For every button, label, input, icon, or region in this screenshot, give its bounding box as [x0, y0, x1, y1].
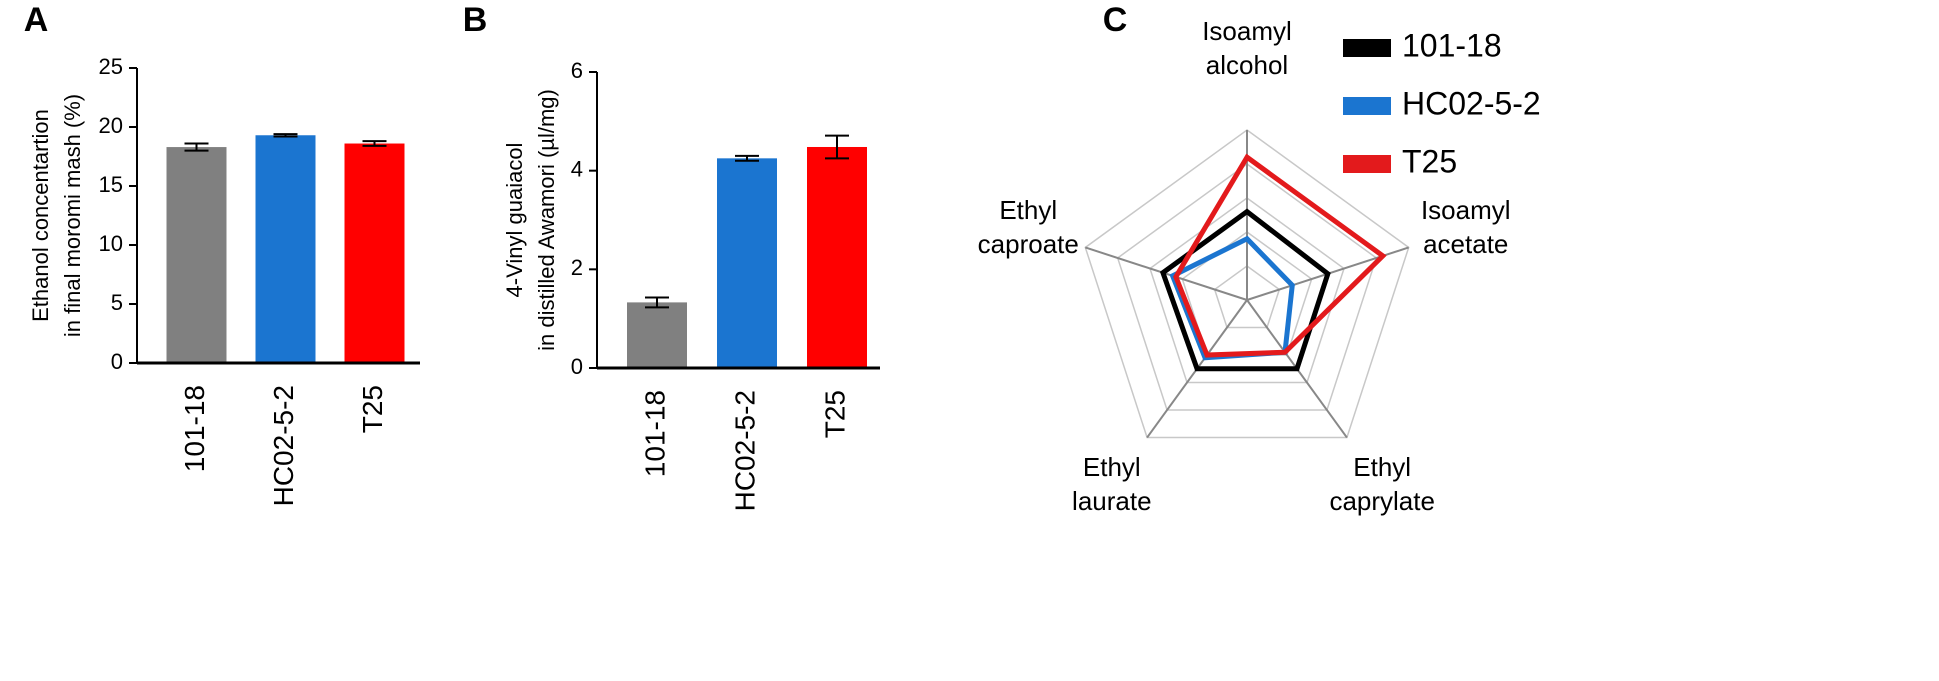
- error-bar: [184, 142, 209, 152]
- x-tick-label: HC02-5-2: [729, 390, 760, 511]
- panel-label: A: [24, 1, 49, 39]
- x-tick-label: HC02-5-2: [268, 385, 299, 506]
- axis-label-line: caproate: [978, 229, 1079, 259]
- bar: [807, 146, 867, 368]
- axis-label-line: Isoamyl: [1202, 16, 1292, 46]
- axis-label: Isoamyl alcohol: [1202, 16, 1292, 80]
- y-tick-label: 5: [111, 290, 123, 315]
- bar: [717, 158, 777, 368]
- grid-ring: [1149, 197, 1345, 384]
- axis-label-line: Isoamyl: [1421, 195, 1511, 225]
- legend-swatch: [1343, 97, 1391, 115]
- series-line: [1173, 153, 1387, 358]
- spoke: [1085, 246, 1248, 301]
- legend-label: 101-18: [1402, 27, 1502, 63]
- y-tick-label: 2: [571, 255, 583, 280]
- error-bar: [362, 140, 387, 147]
- axis-label-line: acetate: [1423, 229, 1508, 259]
- axis-label-line: alcohol: [1206, 50, 1288, 80]
- x-tick-label: 101-18: [179, 385, 210, 472]
- x-tick-label: 101-18: [639, 390, 670, 477]
- axis-label: Ethyl caprylate: [1329, 452, 1435, 516]
- grid-ring: [1213, 265, 1281, 329]
- x-tick-label: T25: [819, 390, 850, 438]
- axis-label: Isoamyl acetate: [1421, 195, 1511, 259]
- grid-ring: [1116, 163, 1378, 411]
- bar: [344, 143, 405, 363]
- y-axis-label: 4-Vinyl guaiacol: [502, 143, 527, 298]
- axis-label-line: laurate: [1072, 486, 1152, 516]
- error-bar: [825, 134, 849, 160]
- error-bar: [735, 154, 759, 162]
- y-axis-label: Ethanol concentartion: [28, 109, 53, 322]
- legend-swatch: [1343, 39, 1391, 57]
- y-tick-label: 4: [571, 156, 583, 181]
- series-line: [1159, 208, 1331, 372]
- legend-swatch: [1343, 155, 1391, 173]
- y-tick-label: 6: [571, 58, 583, 83]
- panel-label: B: [463, 1, 488, 39]
- error-bar: [645, 296, 669, 309]
- axis-label-line: Ethyl: [1353, 452, 1411, 482]
- panel-label: C: [1103, 1, 1128, 39]
- axis-label-line: caprylate: [1329, 486, 1435, 516]
- axis-label: Ethyl caproate: [978, 195, 1079, 259]
- legend-label: HC02-5-2: [1402, 85, 1541, 121]
- bar: [166, 147, 227, 363]
- y-tick-label: 0: [111, 349, 123, 374]
- bar: [627, 302, 687, 368]
- grid-ring: [1084, 129, 1410, 439]
- legend-label: T25: [1402, 143, 1457, 179]
- bar: [255, 135, 316, 363]
- axis-label-line: Ethyl: [1083, 452, 1141, 482]
- y-tick-label: 15: [99, 172, 123, 197]
- y-tick-label: 0: [571, 354, 583, 379]
- y-tick-label: 20: [99, 113, 123, 138]
- axis-label: Ethyl laurate: [1072, 452, 1152, 516]
- axis-label-line: Ethyl: [999, 195, 1057, 225]
- y-axis-label: in final moromi mash (%): [60, 94, 85, 337]
- y-tick-label: 10: [99, 231, 123, 256]
- error-bar: [273, 133, 298, 138]
- y-tick-label: 25: [99, 54, 123, 79]
- x-tick-label: T25: [357, 385, 388, 433]
- y-axis-label: in distilled Awamori (µl/mg): [534, 89, 559, 351]
